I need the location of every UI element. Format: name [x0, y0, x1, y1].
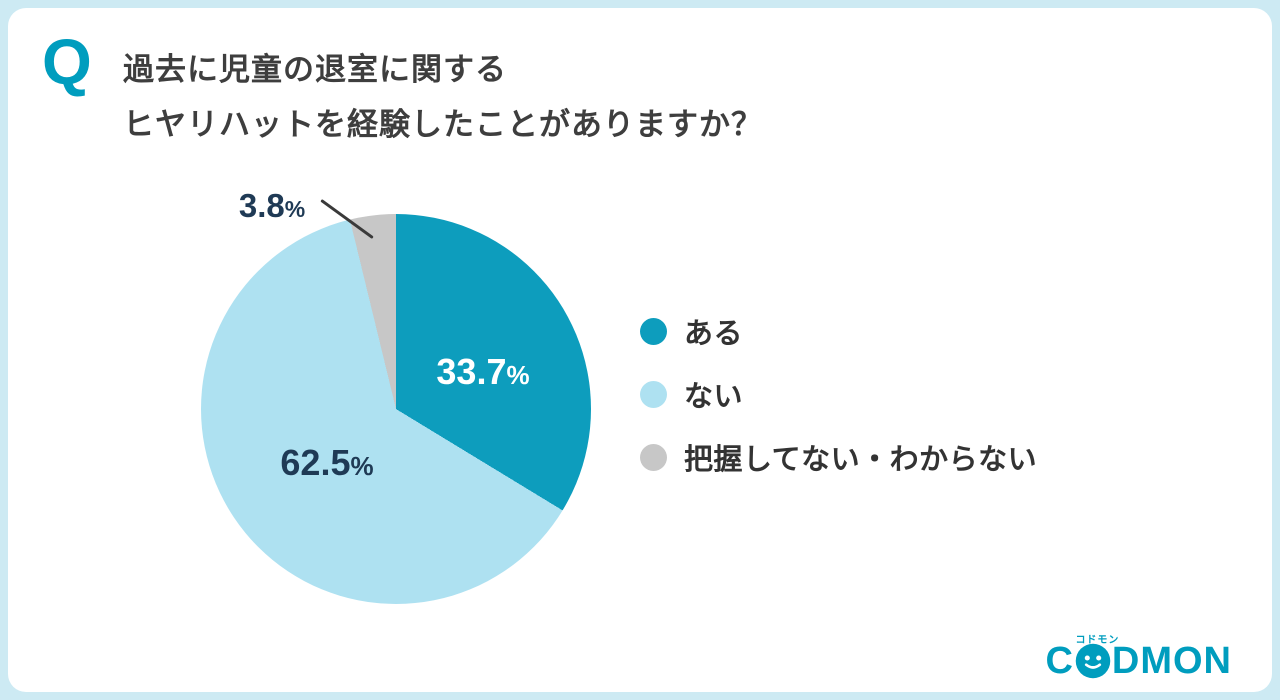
pie-chart-area: 33.7% 62.5% 3.8% [8, 8, 1272, 692]
question-title-line2: ヒヤリハットを経験したことがありますか？ [123, 107, 763, 142]
slice-unit-aru: % [506, 360, 530, 390]
legend-dot-unknown [640, 443, 667, 471]
codmon-logo: コドモン C DMON [1045, 635, 1232, 682]
slice-unit-nai: % [350, 451, 374, 481]
legend-item-aru: ある [640, 311, 1037, 351]
legend-label-nai: ない [684, 381, 744, 413]
legend-label-aru: ある [684, 318, 744, 350]
legend: ある ない 把握してない・わからない [640, 311, 1037, 500]
question-title-line1: 過去に児童の退室に関する [123, 52, 507, 87]
slice-value-nai: 62.5 [280, 442, 351, 483]
slice-label-nai: 62.5% [280, 442, 373, 484]
slice-label-unknown: 3.8% [239, 187, 305, 225]
codmon-face-icon [1075, 643, 1111, 679]
legend-dot-aru [640, 317, 667, 345]
codmon-logo-letter-c: C [1045, 640, 1074, 682]
legend-label-unknown: 把握してない・わからない [684, 444, 1038, 476]
legend-item-nai: ない [640, 374, 1037, 414]
slice-unit-unknown: % [284, 196, 306, 222]
legend-item-unknown: 把握してない・わからない [640, 437, 1037, 477]
slice-value-unknown: 3.8 [238, 187, 285, 224]
legend-dot-nai [640, 380, 667, 408]
codmon-logo-letters-dmon: DMON [1111, 640, 1232, 682]
pie-chart: 33.7% 62.5% [201, 214, 591, 604]
question-mark: Q [42, 26, 92, 98]
slice-value-aru: 33.7 [436, 351, 507, 392]
slice-label-aru: 33.7% [436, 351, 529, 393]
question-title: 過去に児童の退室に関する ヒヤリハットを経験したことがありますか？ [123, 42, 763, 152]
infographic-card: Q 過去に児童の退室に関する ヒヤリハットを経験したことがありますか？ 33.7… [8, 8, 1272, 692]
codmon-logo-katakana: コドモン [1075, 635, 1120, 646]
